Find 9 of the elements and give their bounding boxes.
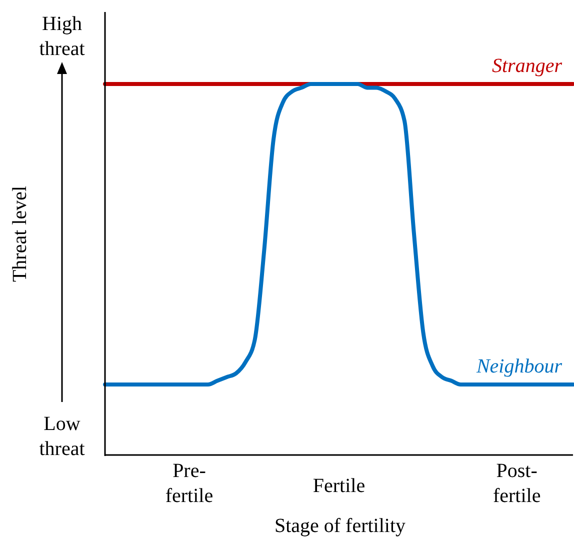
text: High threat	[39, 13, 86, 60]
x-tick-label: Post-fertile	[492, 460, 541, 507]
series-label: Neighbour	[475, 356, 562, 378]
y-axis-title: Threat level	[9, 186, 31, 282]
text: Low threat	[39, 413, 86, 460]
x-axis-title: Stage of fertility	[274, 515, 406, 537]
x-tick-label: Fertile	[312, 475, 366, 497]
series-label: Stranger	[492, 54, 562, 77]
x-tick-label: Pre-fertile	[165, 460, 214, 507]
